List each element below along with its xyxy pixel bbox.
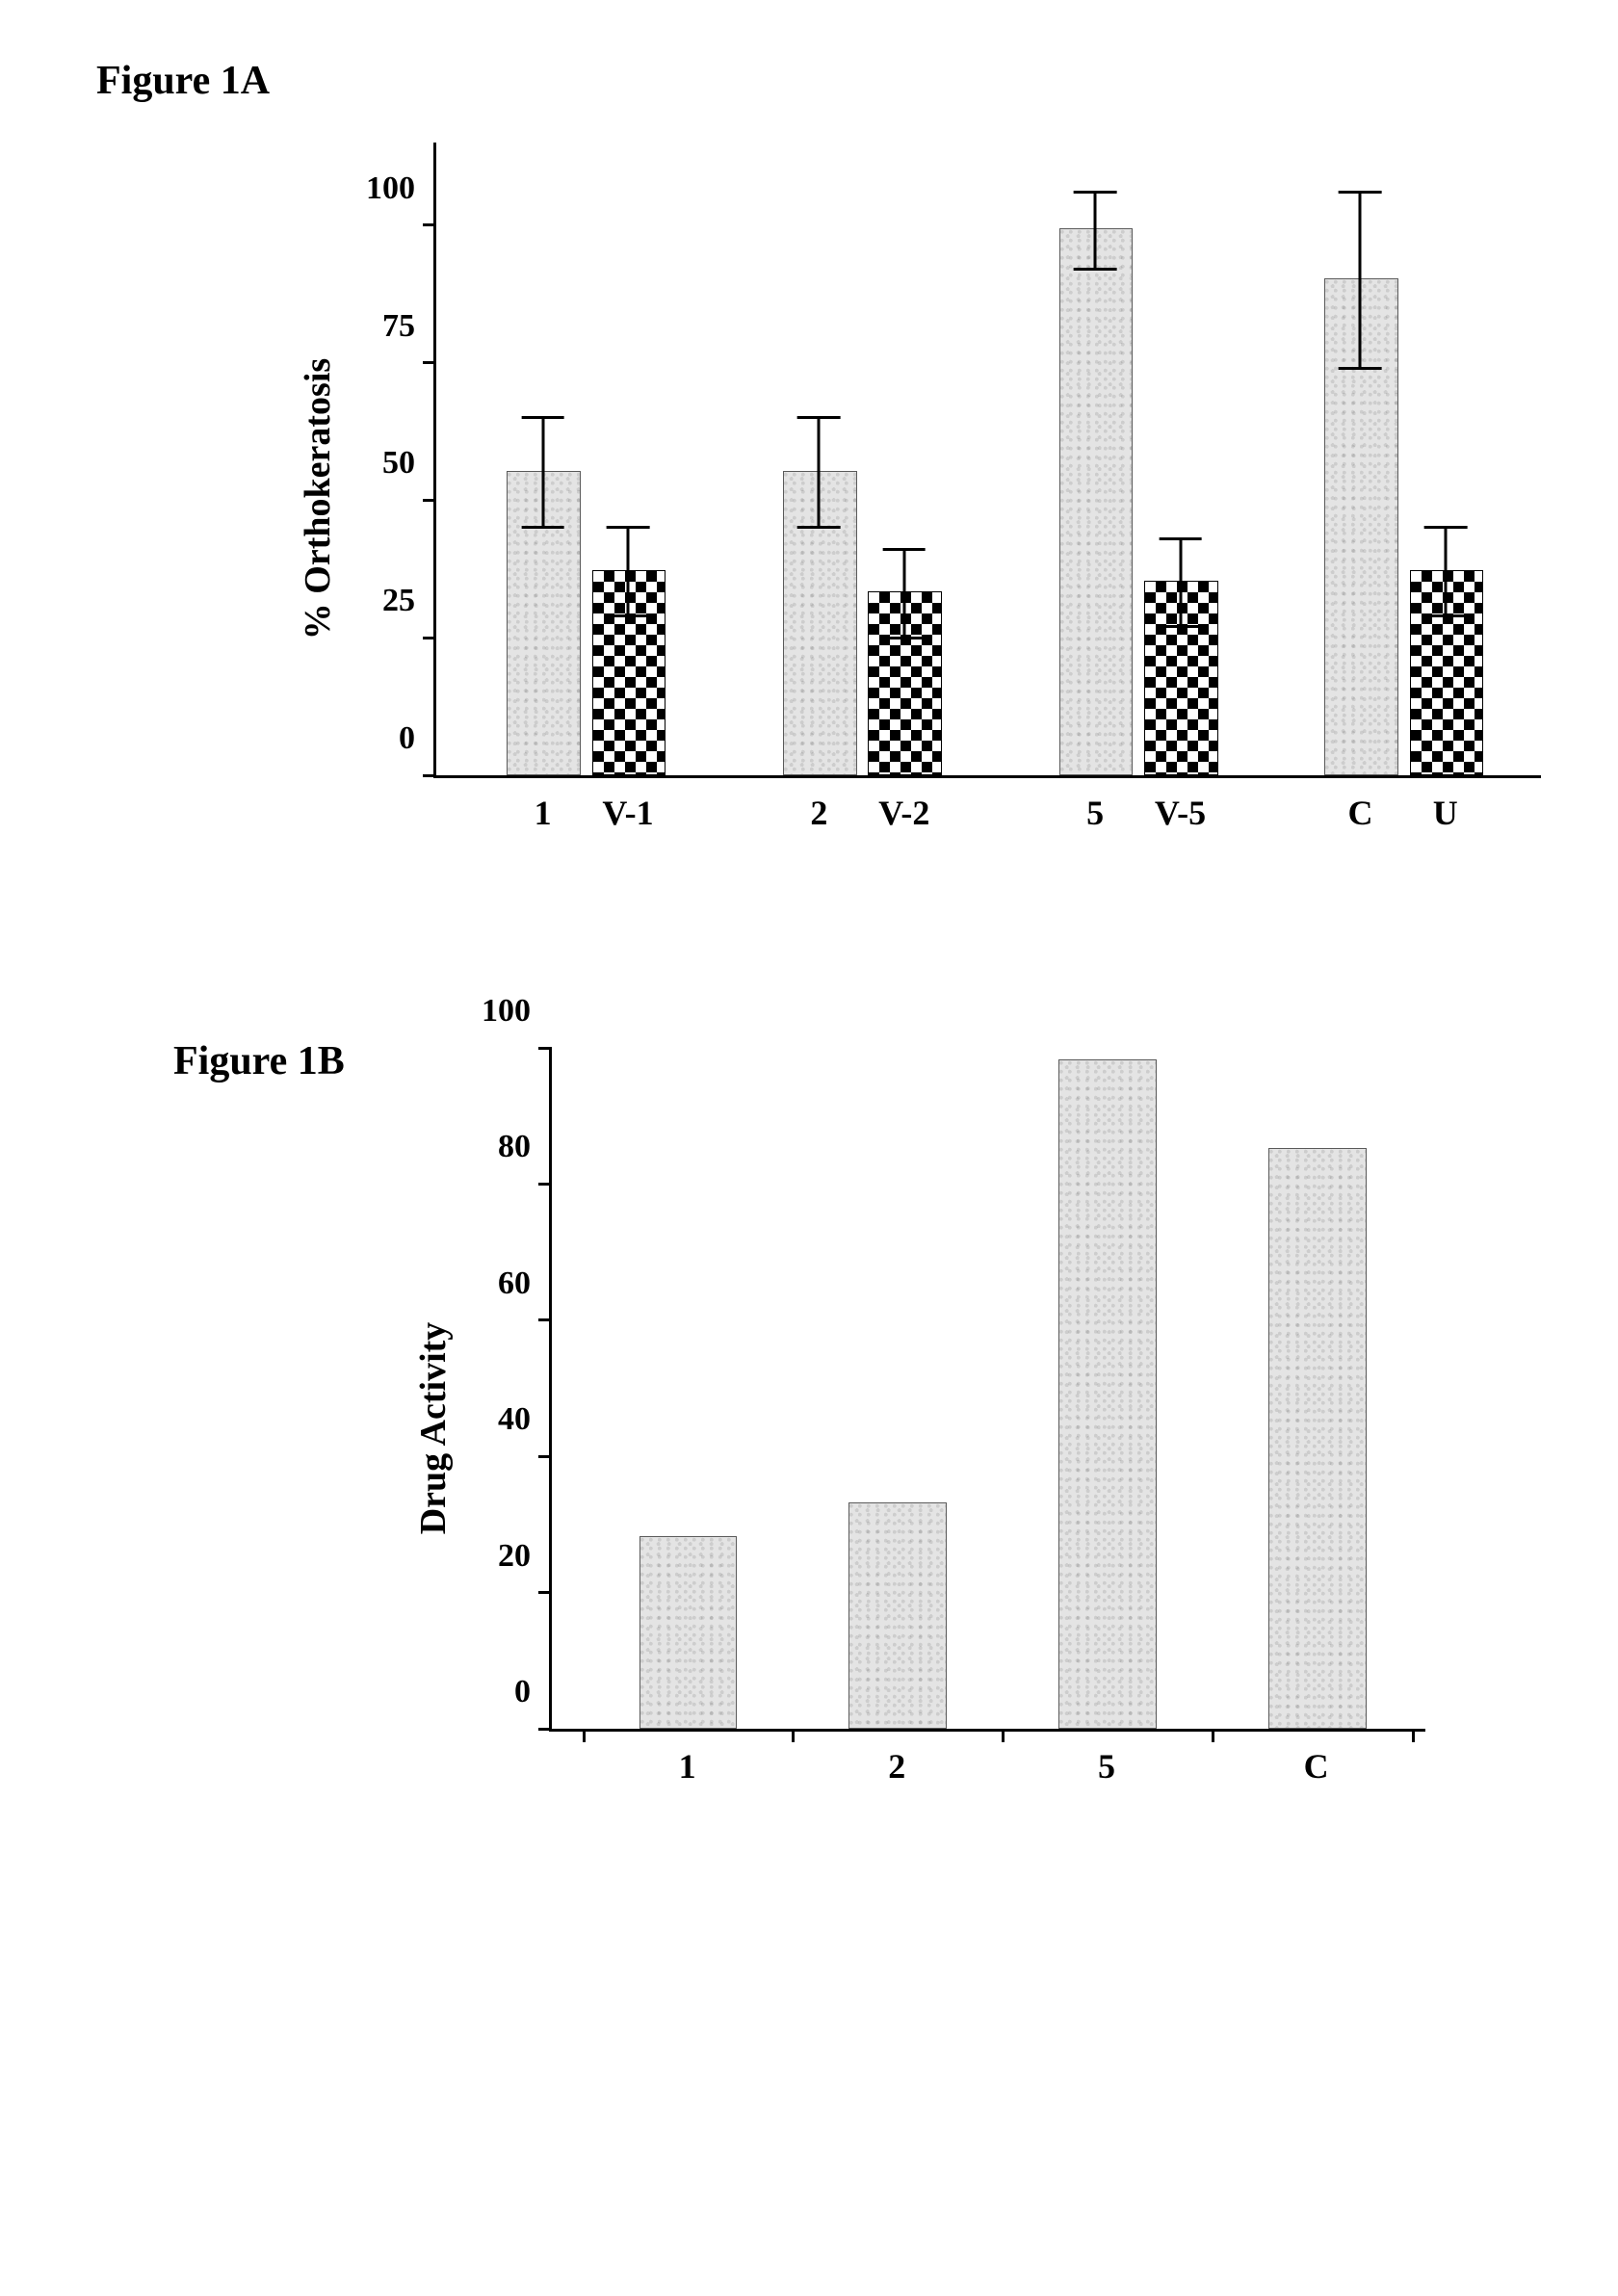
error-cap xyxy=(521,526,564,529)
xlabel: 1 xyxy=(535,775,552,833)
error-bar xyxy=(541,418,544,528)
ytick-label: 60 xyxy=(498,1265,552,1302)
xtick xyxy=(583,1729,586,1742)
error-bar xyxy=(818,418,821,528)
error-bar xyxy=(1179,538,1182,626)
xtick xyxy=(1212,1729,1214,1742)
error-cap xyxy=(1074,191,1117,194)
ytick-label: 40 xyxy=(498,1401,552,1438)
error-cap xyxy=(607,614,650,617)
bar xyxy=(1059,228,1134,775)
figure-b-ylabel: Drug Activity xyxy=(412,1322,455,1535)
xlabel: V-2 xyxy=(878,775,929,833)
ytick-label: 75 xyxy=(382,308,436,345)
figure-a-title: Figure 1A xyxy=(96,58,1522,104)
xlabel: U xyxy=(1433,775,1458,833)
ytick xyxy=(423,774,436,777)
xlabel: 5 xyxy=(1086,775,1104,833)
xlabel: V-1 xyxy=(602,775,653,833)
ytick xyxy=(423,499,436,502)
error-bar xyxy=(1359,192,1362,368)
xlabel: 1 xyxy=(679,1729,696,1787)
error-cap xyxy=(1074,268,1117,271)
error-cap xyxy=(882,637,926,639)
xlabel: V-5 xyxy=(1155,775,1206,833)
xlabel: 5 xyxy=(1098,1729,1115,1787)
ytick xyxy=(538,1047,552,1050)
error-cap xyxy=(882,548,926,551)
error-cap xyxy=(607,526,650,529)
ytick xyxy=(423,637,436,639)
error-cap xyxy=(797,526,841,529)
xtick xyxy=(1412,1729,1415,1742)
xlabel: 2 xyxy=(810,775,827,833)
bar xyxy=(639,1536,738,1729)
ytick-label: 0 xyxy=(399,720,436,757)
error-cap xyxy=(1423,614,1467,617)
error-cap xyxy=(1159,625,1202,628)
ytick xyxy=(538,1455,552,1458)
error-cap xyxy=(1339,191,1382,194)
bar xyxy=(1268,1148,1367,1729)
xlabel: C xyxy=(1304,1729,1329,1787)
ytick-label: 100 xyxy=(482,993,552,1030)
xtick xyxy=(792,1729,795,1742)
error-cap xyxy=(1159,537,1202,540)
bar xyxy=(1058,1059,1157,1729)
ytick-label: 50 xyxy=(382,445,436,482)
ytick xyxy=(538,1728,552,1731)
ytick-label: 80 xyxy=(498,1129,552,1165)
xlabel: 2 xyxy=(888,1729,905,1787)
ytick xyxy=(538,1591,552,1594)
figure-a-plot: 02550751001V-12V-25V-5CU xyxy=(433,143,1541,778)
ytick xyxy=(423,361,436,364)
ytick-label: 25 xyxy=(382,583,436,619)
error-bar xyxy=(1094,192,1097,269)
error-cap xyxy=(797,416,841,419)
xtick xyxy=(1002,1729,1005,1742)
ytick-label: 20 xyxy=(498,1538,552,1575)
error-cap xyxy=(521,416,564,419)
ytick xyxy=(423,223,436,226)
error-bar xyxy=(902,550,905,638)
error-cap xyxy=(1423,526,1467,529)
ytick-label: 0 xyxy=(514,1674,552,1710)
figure-a-ylabel: % Orthokeratosis xyxy=(297,358,339,639)
error-bar xyxy=(627,528,630,615)
ytick xyxy=(538,1318,552,1321)
error-cap xyxy=(1339,367,1382,370)
figure-b-title: Figure 1B xyxy=(173,1038,345,1084)
ytick xyxy=(538,1183,552,1186)
figure-b-plot: 020406080100125C xyxy=(549,1048,1425,1732)
ytick-label: 100 xyxy=(366,170,436,207)
xlabel: C xyxy=(1347,775,1372,833)
figure-a-chart: % Orthokeratosis 02550751001V-12V-25V-5C… xyxy=(347,143,1541,855)
error-bar xyxy=(1444,528,1447,615)
bar xyxy=(848,1502,947,1729)
figure-b-chart: Figure 1B Drug Activity 020406080100125C xyxy=(462,1048,1425,1809)
